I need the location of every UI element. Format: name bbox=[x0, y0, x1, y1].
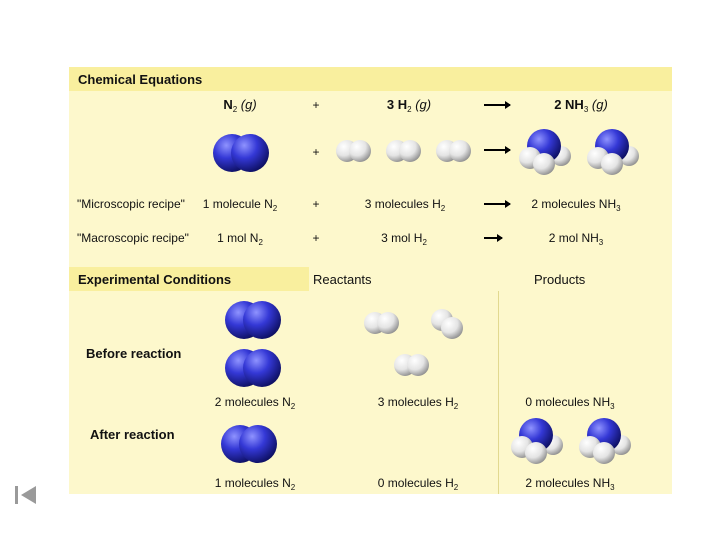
h2-molecule-model bbox=[386, 140, 421, 162]
macroscopic-plus: + bbox=[312, 231, 320, 245]
nh3-molecule-model bbox=[511, 418, 563, 464]
nh3-molecule-model bbox=[587, 129, 639, 175]
h2-molecule-model bbox=[394, 354, 429, 376]
macroscopic-nh3: 2 mol NH3 bbox=[548, 231, 604, 247]
conditions-bar bbox=[69, 267, 309, 291]
macroscopic-label: "Macroscopic recipe" bbox=[77, 231, 189, 245]
after-h2-count: 0 molecules H2 bbox=[377, 476, 459, 492]
equation-h2: 3 H2 (g) bbox=[386, 97, 432, 114]
nh3-molecule-model bbox=[579, 418, 631, 464]
h2-molecule-model bbox=[436, 140, 471, 162]
microscopic-plus: + bbox=[312, 197, 320, 211]
reactants-heading: Reactants bbox=[313, 272, 372, 287]
after-reaction-label: After reaction bbox=[90, 427, 175, 442]
back-to-start-icon bbox=[15, 486, 36, 504]
nh3-molecule-model bbox=[519, 129, 571, 175]
reaction-arrow bbox=[484, 146, 511, 154]
microscopic-label: "Microscopic recipe" bbox=[77, 197, 185, 211]
macroscopic-n2: 1 mol N2 bbox=[217, 231, 263, 247]
h2-molecule-model bbox=[431, 309, 463, 339]
products-divider bbox=[498, 291, 499, 494]
n2-molecule-model bbox=[213, 134, 269, 172]
equation-n2: N2 (g) bbox=[223, 97, 257, 114]
n2-molecule-model bbox=[221, 425, 277, 463]
before-h2-count: 3 molecules H2 bbox=[377, 395, 459, 411]
n2-molecule-model bbox=[225, 349, 281, 387]
microscopic-n2: 1 molecule N2 bbox=[202, 197, 278, 213]
header-bar bbox=[69, 67, 672, 91]
n2-molecule-model bbox=[225, 301, 281, 339]
conditions-title: Experimental Conditions bbox=[78, 272, 232, 287]
after-nh3-count: 2 molecules NH3 bbox=[525, 476, 615, 492]
after-n2-count: 1 molecules N2 bbox=[214, 476, 296, 492]
equation-nh3: 2 NH3 (g) bbox=[554, 97, 608, 114]
products-heading: Products bbox=[534, 272, 586, 287]
before-nh3-count: 0 molecules NH3 bbox=[525, 395, 615, 411]
back-to-start-button[interactable] bbox=[14, 484, 38, 506]
equation-plus: + bbox=[312, 98, 320, 112]
macroscopic-h2: 3 mol H2 bbox=[381, 231, 427, 247]
reaction-arrow bbox=[484, 234, 503, 242]
page-title: Chemical Equations bbox=[78, 72, 203, 87]
h2-molecule-model bbox=[364, 312, 399, 334]
microscopic-h2: 3 molecules H2 bbox=[364, 197, 446, 213]
reaction-arrow bbox=[484, 101, 511, 109]
reaction-arrow bbox=[484, 200, 511, 208]
before-reaction-label: Before reaction bbox=[86, 346, 182, 361]
microscopic-nh3: 2 molecules NH3 bbox=[531, 197, 621, 213]
models-plus: + bbox=[312, 145, 320, 159]
before-n2-count: 2 molecules N2 bbox=[214, 395, 296, 411]
h2-molecule-model bbox=[336, 140, 371, 162]
